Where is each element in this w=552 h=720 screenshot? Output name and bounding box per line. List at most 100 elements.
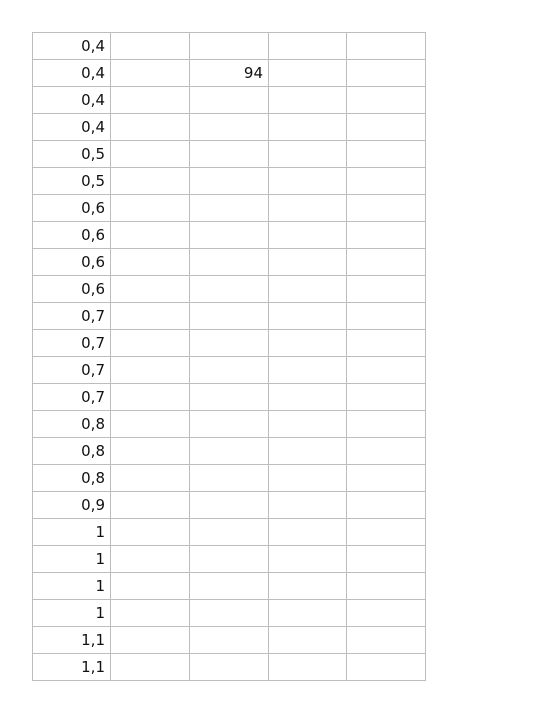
table-cell[interactable]: 0,6 xyxy=(32,194,111,222)
table-cell[interactable] xyxy=(110,464,190,492)
table-cell[interactable] xyxy=(189,113,269,141)
table-cell[interactable]: 0,8 xyxy=(32,464,111,492)
table-cell[interactable] xyxy=(110,410,190,438)
table-cell[interactable] xyxy=(110,545,190,573)
table-cell[interactable] xyxy=(346,383,426,411)
table-cell[interactable] xyxy=(110,248,190,276)
table-cell[interactable]: 0,5 xyxy=(32,140,111,168)
table-cell[interactable] xyxy=(268,599,347,627)
table-cell[interactable] xyxy=(346,113,426,141)
table-cell[interactable] xyxy=(268,194,347,222)
table-cell[interactable] xyxy=(346,140,426,168)
table-cell[interactable]: 0,9 xyxy=(32,491,111,519)
table-cell[interactable] xyxy=(189,410,269,438)
table-cell[interactable]: 0,7 xyxy=(32,329,111,357)
table-cell[interactable] xyxy=(346,32,426,60)
table-cell[interactable] xyxy=(268,437,347,465)
table-cell[interactable] xyxy=(346,221,426,249)
table-cell[interactable] xyxy=(189,599,269,627)
table-cell[interactable]: 0,8 xyxy=(32,437,111,465)
table-cell[interactable] xyxy=(268,464,347,492)
table-cell[interactable] xyxy=(268,518,347,546)
table-cell[interactable] xyxy=(110,437,190,465)
table-cell[interactable] xyxy=(346,437,426,465)
table-cell[interactable] xyxy=(110,140,190,168)
table-cell[interactable] xyxy=(346,167,426,195)
table-cell[interactable]: 94 xyxy=(189,59,269,87)
table-cell[interactable] xyxy=(189,275,269,303)
table-cell[interactable] xyxy=(346,194,426,222)
table-cell[interactable] xyxy=(268,32,347,60)
table-cell[interactable] xyxy=(346,464,426,492)
table-cell[interactable] xyxy=(346,626,426,654)
table-cell[interactable] xyxy=(268,572,347,600)
table-cell[interactable] xyxy=(189,248,269,276)
table-cell[interactable] xyxy=(268,491,347,519)
table-cell[interactable] xyxy=(346,653,426,681)
table-cell[interactable] xyxy=(189,329,269,357)
table-cell[interactable] xyxy=(189,86,269,114)
table-cell[interactable]: 0,6 xyxy=(32,248,111,276)
table-cell[interactable]: 0,8 xyxy=(32,410,111,438)
table-cell[interactable]: 0,6 xyxy=(32,221,111,249)
table-cell[interactable] xyxy=(189,167,269,195)
table-cell[interactable] xyxy=(110,518,190,546)
table-cell[interactable] xyxy=(268,545,347,573)
table-cell[interactable] xyxy=(189,437,269,465)
table-cell[interactable] xyxy=(110,356,190,384)
table-cell[interactable] xyxy=(110,653,190,681)
table-cell[interactable] xyxy=(110,491,190,519)
table-cell[interactable]: 0,4 xyxy=(32,86,111,114)
table-cell[interactable] xyxy=(346,410,426,438)
table-cell[interactable] xyxy=(189,383,269,411)
table-cell[interactable] xyxy=(268,410,347,438)
table-cell[interactable] xyxy=(189,464,269,492)
table-cell[interactable]: 0,4 xyxy=(32,32,111,60)
table-cell[interactable] xyxy=(110,113,190,141)
table-cell[interactable] xyxy=(346,356,426,384)
table-cell[interactable] xyxy=(110,329,190,357)
table-cell[interactable] xyxy=(189,221,269,249)
table-cell[interactable] xyxy=(268,248,347,276)
table-cell[interactable] xyxy=(346,572,426,600)
table-cell[interactable] xyxy=(346,518,426,546)
table-cell[interactable] xyxy=(189,572,269,600)
table-cell[interactable] xyxy=(189,491,269,519)
table-cell[interactable] xyxy=(346,86,426,114)
table-cell[interactable] xyxy=(268,59,347,87)
table-cell[interactable] xyxy=(346,275,426,303)
table-cell[interactable] xyxy=(189,140,269,168)
table-cell[interactable] xyxy=(110,302,190,330)
table-cell[interactable] xyxy=(110,59,190,87)
table-cell[interactable] xyxy=(346,599,426,627)
table-cell[interactable] xyxy=(189,32,269,60)
table-cell[interactable] xyxy=(110,275,190,303)
table-cell[interactable] xyxy=(189,194,269,222)
table-cell[interactable]: 0,6 xyxy=(32,275,111,303)
table-cell[interactable] xyxy=(189,518,269,546)
table-cell[interactable] xyxy=(346,491,426,519)
table-cell[interactable] xyxy=(268,653,347,681)
table-cell[interactable]: 0,7 xyxy=(32,383,111,411)
table-cell[interactable] xyxy=(110,167,190,195)
table-cell[interactable] xyxy=(346,302,426,330)
table-cell[interactable]: 0,4 xyxy=(32,59,111,87)
table-cell[interactable] xyxy=(268,356,347,384)
table-cell[interactable]: 1 xyxy=(32,518,111,546)
table-cell[interactable] xyxy=(189,626,269,654)
table-cell[interactable] xyxy=(268,140,347,168)
table-cell[interactable] xyxy=(268,275,347,303)
table-cell[interactable] xyxy=(189,356,269,384)
table-cell[interactable] xyxy=(346,329,426,357)
table-cell[interactable] xyxy=(110,32,190,60)
table-cell[interactable] xyxy=(346,59,426,87)
table-cell[interactable]: 1 xyxy=(32,572,111,600)
table-cell[interactable]: 0,7 xyxy=(32,302,111,330)
table-cell[interactable] xyxy=(268,302,347,330)
table-cell[interactable]: 1 xyxy=(32,545,111,573)
table-cell[interactable] xyxy=(268,383,347,411)
table-cell[interactable]: 1,1 xyxy=(32,626,111,654)
table-cell[interactable] xyxy=(268,86,347,114)
table-cell[interactable] xyxy=(268,113,347,141)
table-cell[interactable] xyxy=(110,599,190,627)
